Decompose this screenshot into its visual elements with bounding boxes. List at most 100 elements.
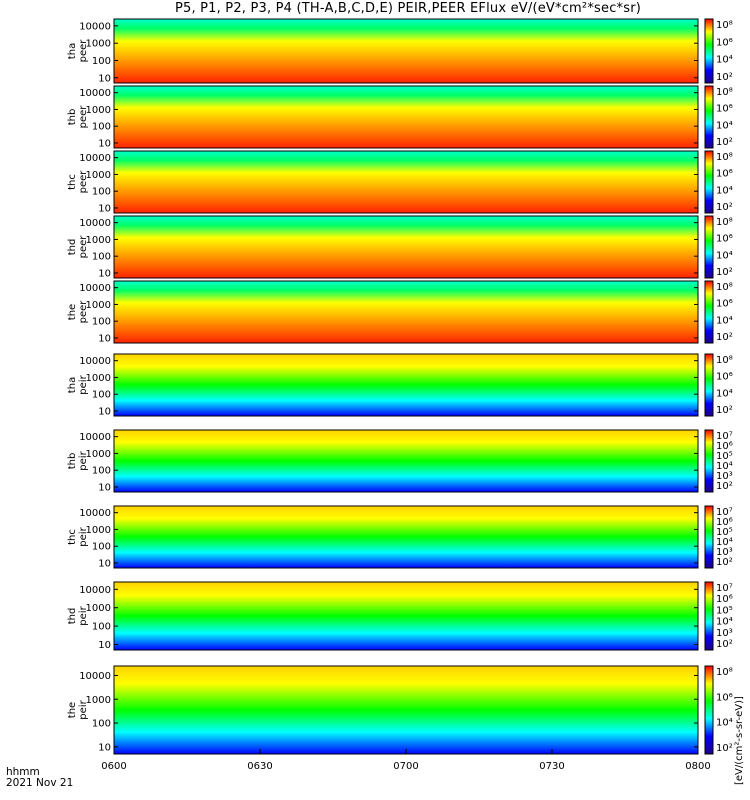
colorbar-tick-label: 10⁶	[716, 104, 733, 115]
panel-label-probe: the	[67, 304, 78, 320]
panel-label-thd-peer: thdpeer	[67, 235, 89, 259]
ytick-label: 1000	[86, 525, 111, 536]
spectrogram-the-peir	[114, 666, 698, 754]
ytick-label: 10	[98, 203, 111, 214]
colorbar-tick-label: 10⁷	[716, 431, 733, 442]
colorbar-thb-peir	[704, 429, 714, 493]
panel-label-product: peir	[78, 605, 89, 625]
ytick-label: 10000	[79, 88, 111, 99]
colorbar-tick-label: 10⁶	[716, 37, 733, 48]
panel-label-tha-peer: thapeer	[67, 39, 89, 63]
colorbar-tick-label: 10⁴	[716, 718, 733, 729]
ytick-label: 10000	[79, 356, 111, 367]
colorbar-tick-label: 10⁶	[716, 517, 733, 528]
panel-frame-tha-peir	[113, 353, 699, 417]
ytick-label: 10000	[79, 671, 111, 682]
ytick-label: 10000	[79, 508, 111, 519]
panel-label-product: peer	[78, 235, 89, 259]
ytick-label: 1000	[86, 373, 111, 384]
ytick-label: 10000	[79, 153, 111, 164]
xtick-label: 0800	[685, 761, 710, 772]
ytick-label: 10000	[79, 218, 111, 229]
panel-label-product: peir	[78, 374, 89, 394]
panel-label-product: peer	[78, 170, 89, 194]
colorbar-tha-peer	[704, 18, 714, 84]
panel-label-probe: the	[67, 702, 78, 718]
colorbar-tick-label: 10³	[716, 628, 733, 639]
panel-label-probe: tha	[67, 377, 78, 393]
colorbar-tick-label: 10²	[716, 332, 733, 343]
colorbar-unit-label: [eV/(cm²-s-sr-eV)]	[734, 696, 745, 785]
panel-label-thc-peer: thcpeer	[67, 170, 89, 194]
ytick-label: 100	[92, 542, 111, 553]
time-axis: 0600 0630 0700 0730 0800	[101, 749, 711, 772]
colorbar-tick-label: 10²	[716, 639, 733, 650]
ytick-label: 100	[92, 187, 111, 198]
colorbar-tick-label: 10⁸	[716, 217, 733, 228]
panel-label-product: peir	[78, 450, 89, 470]
panel-label-product: peer	[78, 105, 89, 129]
colorbar-tick-label: 10⁶	[716, 234, 733, 245]
colorbar-tick-label: 10⁶	[716, 692, 733, 703]
spectrogram-tha-peer	[114, 19, 698, 83]
panel-label-thc-peir: thcpeir	[67, 526, 89, 546]
ytick-label: 10	[98, 482, 111, 493]
panel-label-product: peir	[78, 526, 89, 546]
ytick-label: 1000	[86, 300, 111, 311]
spectrogram-thb-peir	[114, 430, 698, 492]
colorbar-tick-label: 10⁵	[716, 605, 733, 616]
ytick-label: 10	[98, 558, 111, 569]
colorbar-tick-label: 10⁸	[716, 355, 733, 366]
ytick-label: 1000	[86, 449, 111, 460]
ytick-label: 100	[92, 252, 111, 263]
colorbar-tick-label: 10⁶	[716, 372, 733, 383]
panel-frame-the-peer	[113, 280, 699, 344]
plot-title: P5, P1, P2, P3, P4 (TH-A,B,C,D,E) PEIR,P…	[174, 1, 642, 16]
colorbar-tick-label: 10⁸	[716, 152, 733, 163]
colorbar-tick-label: 10²	[716, 405, 733, 416]
colorbar-tick-label: 10⁴	[716, 388, 733, 399]
ytick-label: 1000	[86, 39, 111, 50]
ytick-label: 1000	[86, 105, 111, 116]
spectrogram-thd-peir	[114, 582, 698, 650]
colorbar-tick-label: 10²	[716, 267, 733, 278]
colorbar-tick-label: 10⁴	[716, 120, 733, 131]
ytick-label: 1000	[86, 603, 111, 614]
colorbar-tick-label: 10⁸	[716, 20, 733, 31]
colorbar-thc-peir	[704, 505, 714, 569]
footer-date-label: 2021 Nov 21	[6, 777, 73, 789]
colorbar-tick-label: 10³	[716, 471, 733, 482]
ytick-label: 1000	[86, 235, 111, 246]
panel-label-thb-peer: thbpeer	[67, 105, 89, 129]
colorbar-thd-peer	[704, 215, 714, 279]
panel-label-probe: thd	[67, 239, 78, 256]
panel-label-tha-peir: thapeir	[67, 374, 89, 394]
colorbar-tick-label: 10⁶	[716, 441, 733, 452]
ytick-label: 10000	[79, 283, 111, 294]
ytick-label: 10000	[79, 432, 111, 443]
colorbar-tick-label: 10⁵	[716, 451, 733, 462]
colorbar-tick-label: 10⁷	[716, 507, 733, 518]
colorbar-tick-label: 10²	[716, 72, 733, 83]
panel-label-probe: thc	[67, 174, 78, 190]
panel-label-product: peer	[78, 300, 89, 324]
ytick-label: 100	[92, 122, 111, 133]
ytick-label: 10	[98, 138, 111, 149]
colorbar-tick-label: 10²	[716, 743, 733, 754]
panel-frame-thb-peir	[113, 429, 699, 493]
colorbar-tick-label: 10⁴	[716, 617, 733, 628]
ytick-label: 10	[98, 406, 111, 417]
colorbar-thc-peer	[704, 150, 714, 214]
xtick-label: 0630	[247, 761, 272, 772]
panel-label-probe: thc	[67, 529, 78, 545]
panel-label-thd-peir: thdpeir	[67, 605, 89, 625]
ytick-label: 10	[98, 742, 111, 753]
colorbar-tick-label: 10²	[716, 137, 733, 148]
panel-label-probe: thb	[67, 109, 78, 126]
colorbar-tick-label: 10⁴	[716, 537, 733, 548]
panel-label-thb-peir: thbpeir	[67, 450, 89, 470]
colorbar-tick-label: 10²	[716, 481, 733, 492]
colorbar-tick-label: 10⁵	[716, 527, 733, 538]
panel-label-the-peir: thepeir	[67, 699, 89, 719]
